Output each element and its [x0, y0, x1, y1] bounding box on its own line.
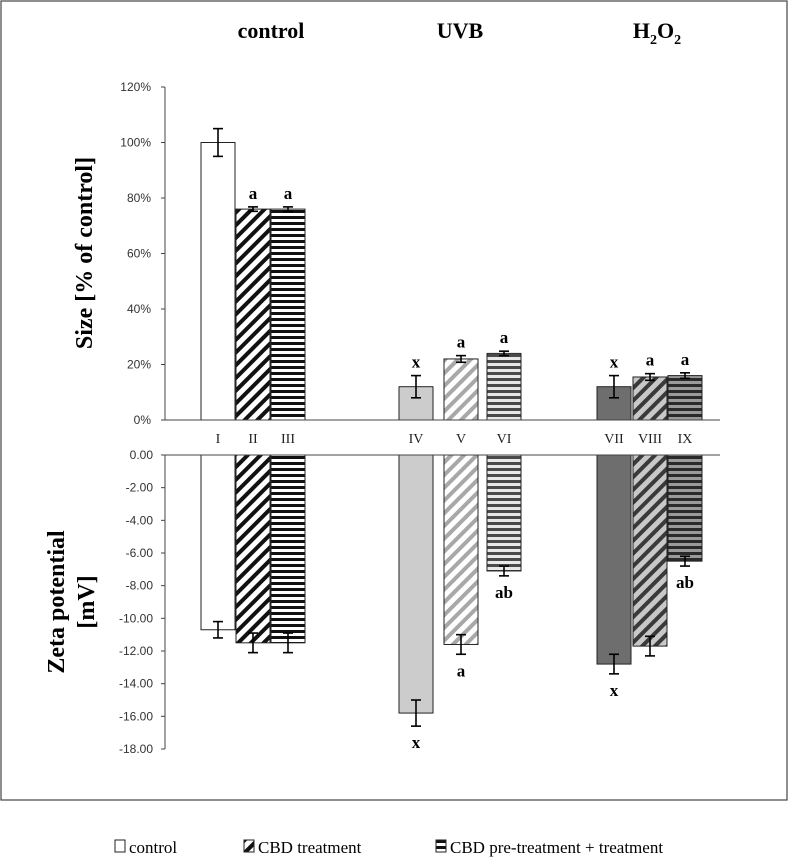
zeta-bar	[667, 454, 703, 562]
legend-swatch-control	[114, 839, 126, 853]
legend-swatch-cbd-treatment	[243, 839, 255, 853]
size-axis-ticks: 0% 20% 40% 60% 80% 100% 120%	[120, 80, 165, 427]
zeta-bar	[443, 454, 479, 645]
zeta-bar	[200, 454, 236, 631]
zeta-tick-label: -2.00	[126, 481, 154, 495]
size-tick-label: 120%	[120, 80, 151, 94]
category-label: V	[456, 432, 466, 447]
zeta-bar	[398, 454, 434, 714]
size-bar	[200, 142, 236, 421]
size-significance-label: a	[681, 350, 690, 369]
zeta-bar	[235, 454, 271, 644]
category-label: I	[216, 432, 221, 447]
zeta-axis-label-line1: Zeta potential	[44, 530, 70, 674]
zeta-tick-label: 0.00	[130, 448, 154, 462]
zeta-significance-label: ab	[495, 583, 513, 602]
category-label: IX	[678, 432, 693, 447]
category-label: II	[248, 432, 258, 447]
zeta-tick-label: -6.00	[126, 546, 154, 560]
zeta-bar	[270, 454, 306, 644]
zeta-bar	[486, 454, 522, 572]
zeta-tick-label: -4.00	[126, 513, 154, 527]
group-title-uvb: UVB	[437, 18, 484, 43]
group-title-control: control	[238, 18, 305, 43]
zeta-bar	[596, 454, 632, 665]
legend-label-control: control	[129, 838, 177, 857]
legend-swatch-cbd-pre-treatment	[435, 839, 447, 853]
category-label: IV	[409, 432, 424, 447]
category-label: III	[281, 432, 295, 447]
zeta-significance-label: ab	[676, 573, 694, 592]
size-bar	[270, 208, 306, 421]
size-significance-label: a	[500, 328, 509, 347]
size-bars: a a x a a x a a	[200, 127, 703, 421]
zeta-significance-label: x	[412, 733, 421, 752]
category-label: VIII	[638, 432, 662, 447]
size-axis-label: Size [% of control]	[72, 157, 98, 349]
size-tick-label: 80%	[127, 191, 151, 205]
group-title-h2o2: H2O2	[633, 18, 681, 48]
size-tick-label: 20%	[127, 358, 151, 372]
size-bar	[443, 358, 479, 421]
size-bar	[667, 375, 703, 421]
size-significance-label: a	[284, 184, 293, 203]
legend: control CBD treatment CBD pre-treatment …	[114, 838, 663, 857]
legend-label-cbd-pre-treatment: CBD pre-treatment + treatment	[450, 838, 663, 857]
zeta-significance-label: x	[610, 681, 619, 700]
size-bar	[235, 208, 271, 421]
size-tick-label: 60%	[127, 247, 151, 261]
zeta-axis-ticks: 0.00 -2.00 -4.00 -6.00 -8.00 -10.00 -12.00 -14.…	[119, 448, 165, 756]
zeta-tick-label: -8.00	[126, 579, 154, 593]
legend-label-cbd-treatment: CBD treatment	[258, 838, 362, 857]
axes-lines	[164, 87, 720, 749]
size-significance-label: a	[457, 333, 466, 352]
zeta-tick-label: -10.00	[119, 611, 153, 625]
zeta-significance-label: a	[457, 661, 466, 680]
zeta-tick-label: -14.00	[119, 677, 153, 691]
figure-frame	[0, 0, 788, 801]
size-significance-label: a	[249, 184, 258, 203]
size-significance-label: x	[412, 353, 421, 372]
size-significance-label: x	[610, 353, 619, 372]
zeta-bars: x a ab x ab	[200, 454, 703, 752]
zeta-bar	[632, 454, 668, 647]
category-label: VII	[604, 432, 624, 447]
zeta-axis-label-line2: [mV]	[74, 575, 100, 628]
size-bar	[632, 376, 668, 421]
size-bar	[486, 352, 522, 421]
category-label: VI	[497, 432, 512, 447]
size-significance-label: a	[646, 351, 655, 370]
category-labels: I II III IV V VI VII VIII IX	[216, 432, 693, 447]
zeta-tick-label: -12.00	[119, 644, 153, 658]
size-tick-label: 100%	[120, 136, 151, 150]
size-tick-label: 0%	[134, 413, 152, 427]
zeta-tick-label: -16.00	[119, 709, 153, 723]
zeta-tick-label: -18.00	[119, 742, 153, 756]
size-tick-label: 40%	[127, 302, 151, 316]
